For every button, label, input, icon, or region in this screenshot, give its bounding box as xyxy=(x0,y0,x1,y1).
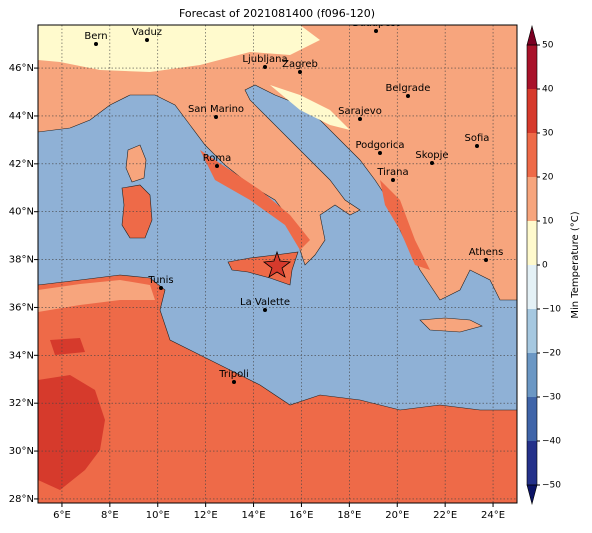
city-dot xyxy=(159,286,163,290)
colorbar-band xyxy=(527,353,537,397)
city-label: Skopje xyxy=(415,150,448,161)
city-dot xyxy=(378,151,382,155)
colorbar-tick-label: 40 xyxy=(542,85,554,95)
city-label: Athens xyxy=(469,247,504,258)
y-tick-label: 46°N xyxy=(9,63,34,74)
x-tick-label: 22°E xyxy=(433,510,457,521)
colorbar-tick-label: 50 xyxy=(542,41,554,51)
colorbar-extend-bottom xyxy=(526,484,538,506)
warm-area xyxy=(380,180,430,270)
y-tick-label: 36°N xyxy=(9,302,34,313)
colorbar-label: Min Temperature (°C) xyxy=(570,211,581,318)
corsica xyxy=(125,144,147,183)
x-tick-label: 20°E xyxy=(385,510,409,521)
colorbar-tick-label: −40 xyxy=(542,437,561,447)
colorbar-band xyxy=(527,133,537,177)
y-tick-label: 40°N xyxy=(9,207,34,218)
city-label: Budapest xyxy=(352,18,399,29)
city-dot xyxy=(263,308,267,312)
colorbar-tick-label: 20 xyxy=(542,173,554,183)
city-dot xyxy=(298,70,302,74)
city-dot xyxy=(215,164,219,168)
city-dot xyxy=(391,178,395,182)
mild-area xyxy=(38,280,155,312)
colorbar-band xyxy=(527,265,537,309)
city-dot xyxy=(358,117,362,121)
colorbar-tick-label: −30 xyxy=(542,393,561,403)
city-label: Tirana xyxy=(376,167,408,178)
colorbar-band xyxy=(527,397,537,441)
grid xyxy=(38,25,517,503)
event-star xyxy=(262,250,292,278)
cold-area xyxy=(270,85,350,130)
sicily xyxy=(227,251,299,286)
city-label: Zagreb xyxy=(282,59,318,70)
hot-area xyxy=(50,338,85,355)
x-tick-label: 6°E xyxy=(53,510,71,521)
colorbar: −50 −40 −30 −20 −10 0 10 20 30 40 50 xyxy=(526,24,561,506)
colorbar-tick-label: 0 xyxy=(542,261,548,271)
city-dot xyxy=(214,115,218,119)
colorbar-band xyxy=(527,441,537,485)
x-tick-label: 8°E xyxy=(101,510,119,521)
city-label: Podgorica xyxy=(355,140,404,151)
cold-area xyxy=(38,25,320,72)
city-dot xyxy=(145,38,149,42)
city-dot xyxy=(430,161,434,165)
city-label: Sofia xyxy=(465,133,490,144)
colorbar-tick-label: −50 xyxy=(542,481,561,491)
y-tick-label: 32°N xyxy=(9,398,34,409)
city-label: San Marino xyxy=(188,104,244,115)
city-label: Tripoli xyxy=(218,369,249,380)
city-label: Ljubljana xyxy=(242,54,287,65)
colorbar-tick-label: 10 xyxy=(542,217,554,227)
colorbar-extend-top xyxy=(526,24,538,46)
colorbar-band xyxy=(527,221,537,265)
city-dot xyxy=(484,258,488,262)
title: Forecast of 2021081400 (f096-120) xyxy=(179,7,375,20)
colorbar-tick-label: −20 xyxy=(542,349,561,359)
crete xyxy=(419,317,483,333)
x-tick-label: 24°E xyxy=(481,510,505,521)
y-tick-label: 30°N xyxy=(9,446,34,457)
city-label: Bern xyxy=(84,31,107,42)
colorbar-band xyxy=(527,309,537,353)
x-tick-label: 14°E xyxy=(242,510,266,521)
x-tick-label: 12°E xyxy=(194,510,218,521)
y-tick-label: 42°N xyxy=(9,159,34,170)
colorbar-band xyxy=(527,177,537,221)
city-label: Belgrade xyxy=(386,83,431,94)
y-tick-label: 38°N xyxy=(9,255,34,266)
colorbar-tick-label: −10 xyxy=(542,305,561,315)
city-label: Tunis xyxy=(147,275,173,286)
x-tick-label: 10°E xyxy=(146,510,170,521)
city-dot xyxy=(94,42,98,46)
colorbar-tick-label: 30 xyxy=(542,129,554,139)
axes: 6°E 8°E 10°E 12°E 14°E 16°E 18°E 20°E 22°E 24°E 28… xyxy=(9,63,505,521)
y-tick-label: 44°N xyxy=(9,111,34,122)
city-dot xyxy=(232,380,236,384)
colorbar-band xyxy=(527,45,537,89)
land-north xyxy=(38,25,517,301)
city-dot xyxy=(406,94,410,98)
city-dot xyxy=(475,144,479,148)
city-dot xyxy=(374,29,378,33)
y-tick-label: 28°N xyxy=(9,494,34,505)
city-label: La Valette xyxy=(240,297,290,308)
warm-area xyxy=(200,150,310,250)
y-tick-label: 34°N xyxy=(9,350,34,361)
colorbar-band xyxy=(527,89,537,133)
city-label: Roma xyxy=(203,153,232,164)
map-frame xyxy=(37,24,518,504)
city-label: Vaduz xyxy=(132,27,162,38)
hot-area xyxy=(38,375,105,490)
city-label: Sarajevo xyxy=(338,106,382,117)
x-tick-label: 18°E xyxy=(337,510,361,521)
city-dot xyxy=(263,65,267,69)
x-tick-label: 16°E xyxy=(289,510,313,521)
